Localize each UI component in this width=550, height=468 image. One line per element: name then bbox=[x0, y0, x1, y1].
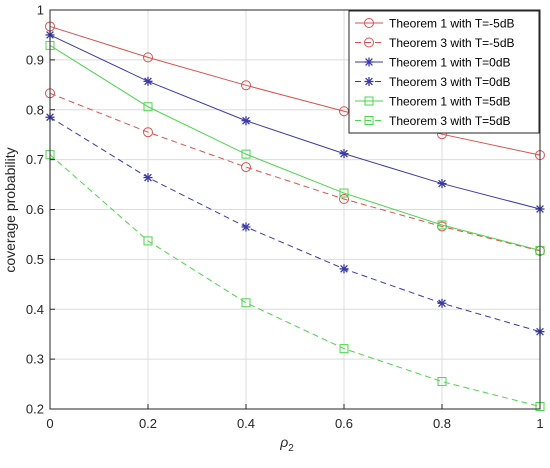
x-tick-label: 0.2 bbox=[139, 416, 157, 431]
legend-marker bbox=[364, 96, 374, 106]
data-point bbox=[143, 102, 153, 112]
data-point bbox=[143, 127, 153, 138]
legend-entry: Theorem 1 with T=5dB bbox=[355, 95, 511, 109]
data-point bbox=[143, 76, 153, 86]
data-point bbox=[143, 173, 153, 183]
x-tick-label: 0.8 bbox=[433, 416, 451, 431]
series-line bbox=[49, 92, 541, 252]
data-point bbox=[437, 377, 447, 387]
y-axis-label: coverage probability bbox=[2, 147, 18, 272]
series-line bbox=[49, 116, 541, 333]
legend-entry: Theorem 3 with T=5dB bbox=[355, 114, 511, 128]
star-stroke bbox=[242, 223, 250, 231]
y-tick-label: 0.9 bbox=[26, 52, 44, 67]
star-stroke bbox=[144, 77, 152, 86]
star-stroke bbox=[144, 173, 152, 182]
data-point bbox=[339, 194, 349, 205]
data-point bbox=[339, 264, 349, 274]
x-axis-label-sub: 2 bbox=[288, 443, 294, 454]
legend: Theorem 1 with T=-5dB Theorem 3 with T=-5… bbox=[348, 10, 540, 134]
series-4 bbox=[45, 112, 545, 337]
data-point bbox=[339, 149, 349, 159]
data-point bbox=[143, 52, 153, 63]
y-tick-label: 0.2 bbox=[26, 402, 44, 417]
star-stroke bbox=[340, 149, 348, 158]
legend-marker bbox=[364, 116, 374, 125]
star-stroke bbox=[438, 299, 446, 308]
series-line bbox=[49, 34, 541, 210]
data-point bbox=[241, 298, 251, 308]
legend-label: Theorem 3 with T=-5dB bbox=[389, 36, 515, 50]
legend-label: Theorem 1 with T=5dB bbox=[389, 95, 511, 109]
data-point bbox=[339, 344, 349, 354]
legend-label: Theorem 3 with T=0dB bbox=[389, 75, 511, 89]
star-stroke bbox=[340, 264, 348, 273]
data-point bbox=[437, 298, 447, 308]
data-point bbox=[241, 116, 251, 126]
x-tick-label: 0.6 bbox=[335, 416, 353, 431]
legend-entry: Theorem 3 with T=0dB bbox=[355, 75, 511, 89]
data-point bbox=[437, 179, 447, 189]
y-tick-label: 1 bbox=[37, 3, 44, 18]
series-line bbox=[49, 25, 541, 156]
x-axis-label-main: ρ bbox=[279, 434, 288, 450]
data-point bbox=[241, 80, 251, 91]
legend-marker bbox=[364, 18, 374, 28]
x-tick-label: 1 bbox=[536, 416, 543, 431]
y-tick-label: 0.6 bbox=[26, 202, 44, 217]
series-line bbox=[49, 154, 541, 407]
star-stroke bbox=[365, 58, 373, 66]
x-axis-label: ρ2 bbox=[279, 434, 294, 454]
data-point bbox=[241, 149, 251, 159]
legend-box bbox=[348, 10, 540, 134]
tick-labels: 0 0.2 0.4 0.6 0.8 10.20.30.40.50.60.70.80.91 bbox=[26, 3, 544, 432]
legend-marker bbox=[364, 77, 374, 86]
legend-entry: Theorem 3 with T=-5dB bbox=[355, 36, 515, 50]
data-point bbox=[241, 162, 251, 173]
series-group bbox=[45, 21, 545, 412]
y-tick-label: 0.5 bbox=[26, 252, 44, 267]
legend-label: Theorem 1 with T=0dB bbox=[389, 56, 511, 70]
data-point bbox=[339, 188, 349, 198]
y-tick-label: 0.4 bbox=[26, 302, 44, 317]
data-point bbox=[241, 222, 251, 232]
star-stroke bbox=[365, 77, 373, 86]
legend-label: Theorem 3 with T=5dB bbox=[389, 114, 511, 128]
star-stroke bbox=[242, 116, 250, 125]
legend-label: Theorem 1 with T=-5dB bbox=[389, 17, 515, 31]
star-stroke bbox=[438, 179, 446, 188]
series-line bbox=[49, 44, 541, 251]
x-tick-label: 0 bbox=[46, 416, 53, 431]
data-point bbox=[143, 236, 153, 246]
legend-marker bbox=[364, 57, 374, 67]
y-tick-label: 0.8 bbox=[26, 102, 44, 117]
data-point bbox=[437, 220, 447, 230]
y-tick-label: 0.3 bbox=[26, 352, 44, 367]
legend-entry: Theorem 1 with T=-5dB bbox=[355, 17, 515, 31]
legend-entry: Theorem 1 with T=0dB bbox=[355, 56, 511, 70]
y-tick-label: 0.7 bbox=[26, 152, 44, 167]
x-tick-label: 0.4 bbox=[237, 416, 255, 431]
legend-marker bbox=[364, 37, 374, 48]
